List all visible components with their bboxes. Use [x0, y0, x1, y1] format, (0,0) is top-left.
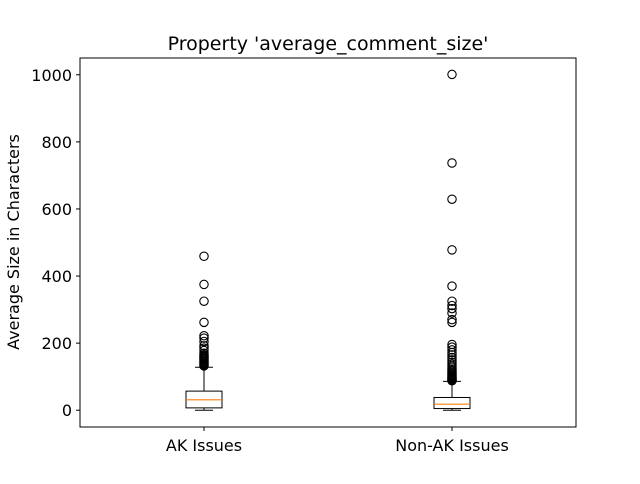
x-tick-label: Non-AK Issues: [395, 436, 509, 455]
axes-frame: [79, 57, 577, 428]
iqr-box: [433, 396, 471, 410]
outlier-point: [199, 343, 209, 353]
outlier-point: [447, 194, 457, 204]
y-tick-label: 800: [41, 133, 72, 152]
outlier-point: [447, 308, 457, 318]
outlier-point: [447, 342, 457, 352]
x-tick-label: AK Issues: [166, 436, 242, 455]
outlier-point: [199, 251, 209, 262]
chart-title: Property 'average_comment_size': [168, 33, 489, 55]
outlier-point: [447, 352, 457, 363]
outlier-point: [447, 245, 457, 255]
outlier-point: [447, 158, 457, 168]
outlier-point: [199, 279, 209, 290]
y-tick-label: 200: [41, 334, 72, 353]
outlier-point: [447, 355, 457, 365]
y-axis-label: Average Size in Characters: [4, 134, 23, 350]
outlier-point: [447, 303, 457, 314]
outlier-point: [199, 348, 209, 358]
outlier-point: [199, 333, 209, 343]
x-axis: AK Issues Non-AK Issues: [166, 427, 509, 455]
y-tick-label: 400: [41, 267, 72, 286]
outlier-point: [447, 317, 457, 328]
box-group-1: [185, 251, 223, 411]
outlier-point: [447, 350, 457, 360]
outlier-point: [199, 341, 209, 351]
outlier-point: [447, 296, 457, 306]
y-axis: 0 200 400 600 800 1000: [31, 66, 80, 420]
outlier-point: [447, 314, 457, 325]
outlier-point: [447, 339, 457, 350]
outlier-point: [199, 331, 209, 341]
outlier-point: [199, 336, 209, 347]
outlier-point: [447, 281, 457, 291]
outlier-point: [447, 345, 457, 355]
outlier-point: [447, 300, 457, 311]
outlier-point: [199, 345, 209, 356]
outlier-point: [447, 357, 457, 368]
outlier-point: [199, 317, 209, 328]
y-tick-label: 600: [41, 200, 72, 219]
plot-area: [185, 69, 471, 411]
y-tick-label: 0: [62, 401, 72, 420]
outlier-point: [199, 296, 209, 306]
outlier-point: [447, 69, 457, 80]
y-tick-label: 1000: [31, 66, 72, 85]
box-group-2: [433, 69, 471, 411]
